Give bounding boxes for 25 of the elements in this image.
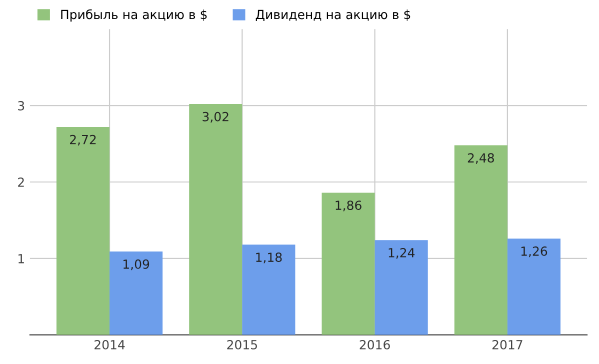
bar (454, 145, 508, 335)
data-label: 1,26 (521, 246, 548, 258)
y-tick-label: 3 (18, 101, 24, 110)
x-tick-label: 2015 (227, 340, 257, 350)
x-tick-label: 2017 (492, 340, 522, 350)
bar (242, 244, 296, 335)
data-label: 1,18 (256, 252, 282, 264)
bar (374, 240, 428, 335)
x-tick-label: 2014 (94, 340, 125, 350)
bar (189, 104, 242, 335)
bar (507, 238, 560, 335)
data-label: 1,24 (388, 248, 415, 259)
bar (322, 192, 375, 335)
x-tick-label: 2016 (360, 340, 390, 350)
bar (110, 252, 163, 335)
y-tick-label: 1 (18, 254, 24, 264)
data-label: 2,48 (468, 153, 494, 164)
legend-label: Дивиденд на акцию в $ (256, 10, 410, 21)
bar (56, 126, 110, 335)
y-tick-label: 2 (18, 177, 24, 187)
data-label: 2,72 (70, 134, 96, 146)
data-label: 3,02 (202, 112, 228, 123)
data-label: 1,09 (124, 259, 150, 270)
legend-label: Прибыль на акцию в $ (61, 9, 207, 22)
data-label: 1,86 (336, 200, 362, 212)
